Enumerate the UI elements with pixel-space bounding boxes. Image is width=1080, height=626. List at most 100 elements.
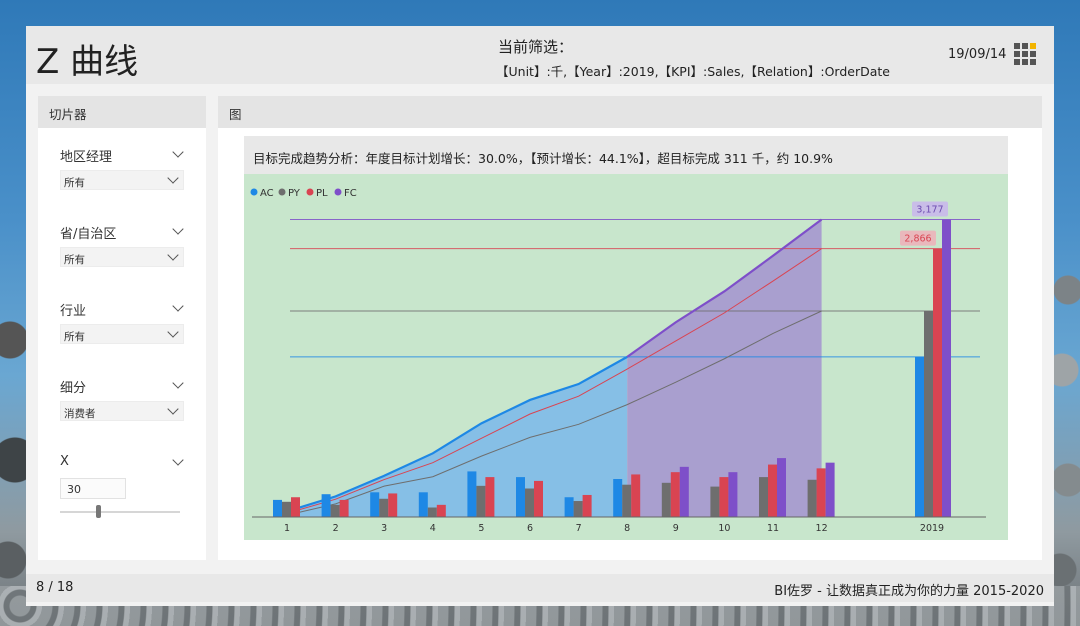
report-footer: 8 / 18 BI佐罗 - 让数据真正成为你的力量 2015-2020 — [26, 574, 1054, 602]
ac-cumulative-line — [286, 355, 628, 513]
chevron-down-icon[interactable] — [167, 172, 179, 184]
slicer-segment: 细分 消费者 — [60, 377, 184, 421]
background-rocks-right — [1050, 250, 1080, 600]
z-curve-chart: 1 2 3 4 5 6 7 8 9 10 11 12 2019 2,866 3,177 AC PY PL FC — [244, 174, 1008, 540]
slicer-header-region-manager[interactable]: 地区经理 — [60, 146, 184, 165]
bar-py-month-1 — [282, 501, 291, 517]
bar-ac-month-1 — [273, 499, 282, 517]
x-slider-handle[interactable] — [96, 505, 101, 518]
chevron-down-icon[interactable] — [172, 146, 184, 158]
slicer-header-province[interactable]: 省/自治区 — [60, 223, 184, 242]
bar-annual-ac — [915, 356, 924, 517]
legend-marker-ac — [250, 188, 258, 196]
chevron-down-icon[interactable] — [172, 454, 184, 466]
grid-icon[interactable] — [1014, 43, 1036, 65]
slicer-dropdown-province[interactable]: 所有 — [60, 247, 184, 267]
legend-marker-py — [278, 188, 286, 196]
slicer-region-manager: 地区经理 所有 — [60, 146, 184, 190]
x-tick-label: 10 — [718, 523, 730, 534]
legend-label-py: PY — [288, 188, 301, 199]
x-tick-label-annual: 2019 — [920, 523, 944, 534]
bar-py-month-5 — [476, 485, 486, 517]
data-label-pl: 2,866 — [904, 234, 931, 245]
background-rocks-left — [0, 300, 30, 600]
slicer-industry: 行业 所有 — [60, 300, 184, 344]
bar-ac-month-6 — [516, 477, 525, 517]
slicer-header-segment[interactable]: 细分 — [60, 377, 184, 396]
bar-annual-py — [924, 311, 933, 517]
bar-fc-month-9 — [679, 466, 689, 517]
legend-marker-fc — [334, 188, 342, 196]
x-slider[interactable] — [60, 505, 180, 518]
bar-pl-month-6 — [534, 480, 543, 517]
chart-panel-title: 图 — [218, 96, 1042, 128]
slicer-dropdown-region-manager[interactable]: 所有 — [60, 170, 184, 190]
chevron-down-icon[interactable] — [172, 223, 184, 235]
slicer-value: 消费者 — [64, 408, 96, 420]
bar-pl-month-10 — [719, 477, 729, 517]
slicer-dropdown-segment[interactable]: 消费者 — [60, 401, 184, 421]
slicer-dropdown-industry[interactable]: 所有 — [60, 324, 184, 344]
bar-py-month-10 — [710, 486, 720, 517]
current-filter: 当前筛选： 【Unit】:千,【Year】:2019,【KPI】:Sales,【… — [496, 36, 890, 80]
legend-label-ac: AC — [260, 188, 274, 199]
chevron-down-icon[interactable] — [172, 377, 184, 389]
slicer-label: 细分 — [60, 381, 87, 396]
x-tick-label: 11 — [767, 523, 779, 534]
slicer-header-industry[interactable]: 行业 — [60, 300, 184, 319]
footer-credit: BI佐罗 - 让数据真正成为你的力量 2015-2020 — [774, 584, 1044, 599]
bar-pl-month-5 — [485, 477, 495, 517]
slicer-value: 所有 — [64, 254, 85, 266]
slicer-header-x[interactable]: X — [60, 454, 184, 472]
bar-fc-month-11 — [777, 458, 786, 517]
bar-fc-month-12 — [825, 462, 835, 517]
x-tick-label: 12 — [816, 523, 828, 534]
x-value-input[interactable]: 30 — [60, 478, 126, 499]
slicer-panel: 切片器 地区经理 所有 省/自治区 所有 行业 — [38, 96, 206, 560]
data-label-bg-fc — [912, 201, 948, 217]
x-tick-label: 7 — [576, 523, 582, 534]
report-window: Z 曲线 当前筛选： 【Unit】:千,【Year】:2019,【KPI】:Sa… — [26, 26, 1054, 606]
bar-pl-month-1 — [291, 497, 300, 517]
x-tick-label: 1 — [284, 523, 290, 534]
bar-pl-month-3 — [388, 493, 398, 517]
slicer-label: X — [60, 454, 69, 469]
chevron-down-icon[interactable] — [167, 403, 179, 415]
filter-label: 当前筛选： — [498, 38, 574, 56]
bar-py-month-4 — [427, 507, 437, 517]
slicer-label: 行业 — [60, 304, 87, 319]
ac-cumulative-area — [287, 356, 628, 517]
slicer-panel-title: 切片器 — [38, 96, 206, 128]
chart-summary: 目标完成趋势分析：年度目标计划增长：30.0%，【预计增长：44.1%】，超目标… — [244, 136, 1008, 174]
report-header: Z 曲线 当前筛选： 【Unit】:千,【Year】:2019,【KPI】:Sa… — [26, 26, 1054, 84]
x-tick-label: 3 — [381, 523, 387, 534]
report-date: 19/09/14 — [948, 47, 1007, 62]
bar-pl-month-7 — [582, 494, 592, 517]
filter-value: 【Unit】:千,【Year】:2019,【KPI】:Sales,【Relati… — [496, 64, 890, 79]
bar-py-month-3 — [379, 498, 389, 517]
chevron-down-icon[interactable] — [172, 300, 184, 312]
bar-pl-month-4 — [436, 504, 446, 517]
bar-pl-month-11 — [768, 464, 777, 517]
bar-pl-month-2 — [339, 499, 349, 517]
bar-ac-month-2 — [321, 494, 331, 517]
x-tick-label: 4 — [430, 523, 436, 534]
chart-panel: 图 目标完成趋势分析：年度目标计划增长：30.0%，【预计增长：44.1%】，超… — [218, 96, 1042, 560]
bar-py-month-9 — [661, 482, 671, 517]
slicer-province: 省/自治区 所有 — [60, 223, 184, 267]
pl-cumulative-line — [286, 248, 822, 514]
bar-pl-month-9 — [670, 472, 680, 517]
bar-py-month-11 — [759, 477, 768, 517]
bar-ac-month-4 — [418, 492, 428, 517]
x-tick-label: 6 — [527, 523, 533, 534]
bar-py-month-7 — [573, 501, 583, 517]
chevron-down-icon[interactable] — [167, 326, 179, 338]
bar-py-month-12 — [807, 479, 817, 517]
py-cumulative-line — [286, 310, 822, 516]
page-number[interactable]: 8 / 18 — [36, 580, 74, 595]
slicer-label: 地区经理 — [60, 150, 113, 165]
x-tick-label: 2 — [333, 523, 339, 534]
bar-py-month-8 — [622, 484, 632, 517]
bar-fc-month-10 — [728, 472, 738, 517]
chevron-down-icon[interactable] — [167, 249, 179, 261]
